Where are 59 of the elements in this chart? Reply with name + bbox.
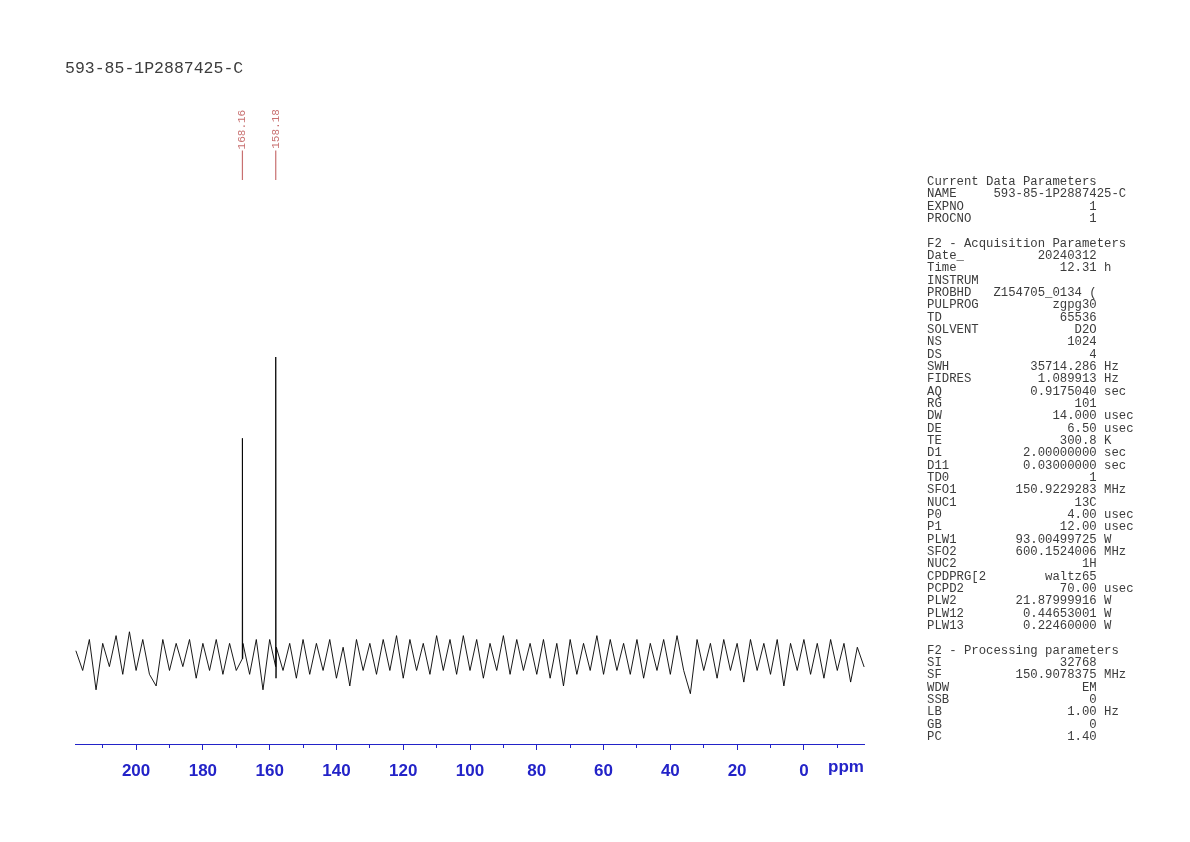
text: PLW13 0.22460000 W — [927, 619, 1113, 633]
annotation: 168.16 — [236, 109, 249, 150]
text: PCPD2 70.00 usec — [927, 582, 1134, 596]
text: SFO1 150.9229283 MHz — [927, 483, 1127, 497]
text: PLW1 93.00499725 W — [927, 533, 1113, 547]
text: P1 12.00 usec — [927, 520, 1134, 534]
text: NUC1 13C — [927, 496, 1097, 510]
x-tick-label: 160 — [255, 760, 284, 780]
text: FIDRES 1.089913 Hz — [927, 372, 1119, 386]
text: SOLVENT D2O — [927, 323, 1097, 337]
chart-title: 593-85-1P2887425-C — [65, 59, 244, 78]
text: D11 0.03000000 sec — [927, 459, 1127, 473]
text: INSTRUM — [927, 274, 979, 288]
text: PLW2 21.87999916 W — [927, 594, 1113, 608]
text: DW 14.000 usec — [927, 409, 1134, 423]
text: RG 101 — [927, 397, 1097, 411]
x-tick-label: 180 — [188, 760, 218, 780]
text: PC 1.40 — [927, 730, 1097, 744]
text: DS 4 — [927, 348, 1097, 362]
text: D1 2.00000000 sec — [927, 446, 1127, 460]
x-tick-label: 0 — [799, 760, 809, 780]
x-axis-title: ppm — [828, 757, 864, 776]
x-tick-label: 200 — [121, 760, 151, 780]
text: AQ 0.9175040 sec — [927, 385, 1127, 399]
text: P0 4.00 usec — [927, 508, 1134, 522]
text: NS 1024 — [927, 335, 1097, 349]
x-tick-label: 100 — [455, 760, 485, 780]
text: SSB 0 — [927, 693, 1097, 707]
x-tick-label: 120 — [389, 760, 418, 780]
x-tick-label: 20 — [727, 760, 747, 780]
text: F2 - Acquisition Parameters — [927, 237, 1127, 251]
x-tick-label: 80 — [527, 760, 547, 780]
text: SI 32768 — [927, 656, 1097, 670]
text: Current Data Parameters — [927, 175, 1097, 189]
text: Date_ 20240312 — [927, 249, 1097, 263]
text: F2 - Processing parameters — [927, 644, 1119, 658]
annotation: 158.18 — [269, 109, 282, 149]
text: Time 12.31 h — [927, 261, 1112, 275]
text: GB 0 — [927, 718, 1097, 732]
x-tick-label: 40 — [660, 760, 680, 780]
x-tick-label: 140 — [322, 760, 351, 780]
text: TD 65536 — [927, 311, 1097, 325]
text: NUC2 1H — [927, 557, 1097, 571]
text: PLW12 0.44653001 W — [927, 607, 1113, 621]
text: SWH 35714.286 Hz — [927, 360, 1119, 374]
text: PROCNO 1 — [927, 212, 1097, 226]
text: TE 300.8 K — [927, 434, 1113, 448]
x-tick-label: 60 — [594, 760, 614, 780]
text: DE 6.50 usec — [927, 422, 1134, 436]
text: NAME 593-85-1P2887425-C — [927, 187, 1127, 201]
text: SF 150.9078375 MHz — [927, 668, 1127, 682]
text: LB 1.00 Hz — [927, 705, 1119, 719]
text: CPDPRG[2 waltz65 — [927, 570, 1097, 584]
text: PULPROG zgpg30 — [927, 298, 1097, 312]
text: EXPNO 1 — [927, 200, 1097, 214]
text: SFO2 600.1524006 MHz — [927, 545, 1127, 559]
text: WDW EM — [927, 681, 1097, 695]
text: PROBHD Z154705_0134 ( — [927, 286, 1097, 300]
text: TD0 1 — [927, 471, 1097, 485]
